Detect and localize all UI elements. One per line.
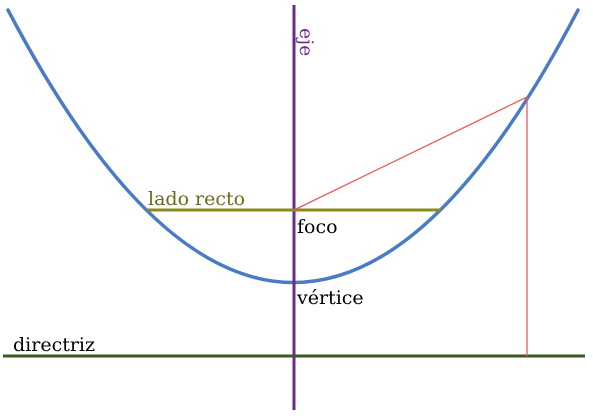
latus-rectum-label: lado recto [148, 188, 245, 210]
vertex-label: vértice [296, 287, 364, 309]
focus-to-point-line [293, 96, 528, 211]
focus-label: foco [297, 216, 338, 238]
directrix-label: directriz [13, 334, 95, 356]
axis-label: eje [295, 28, 317, 56]
